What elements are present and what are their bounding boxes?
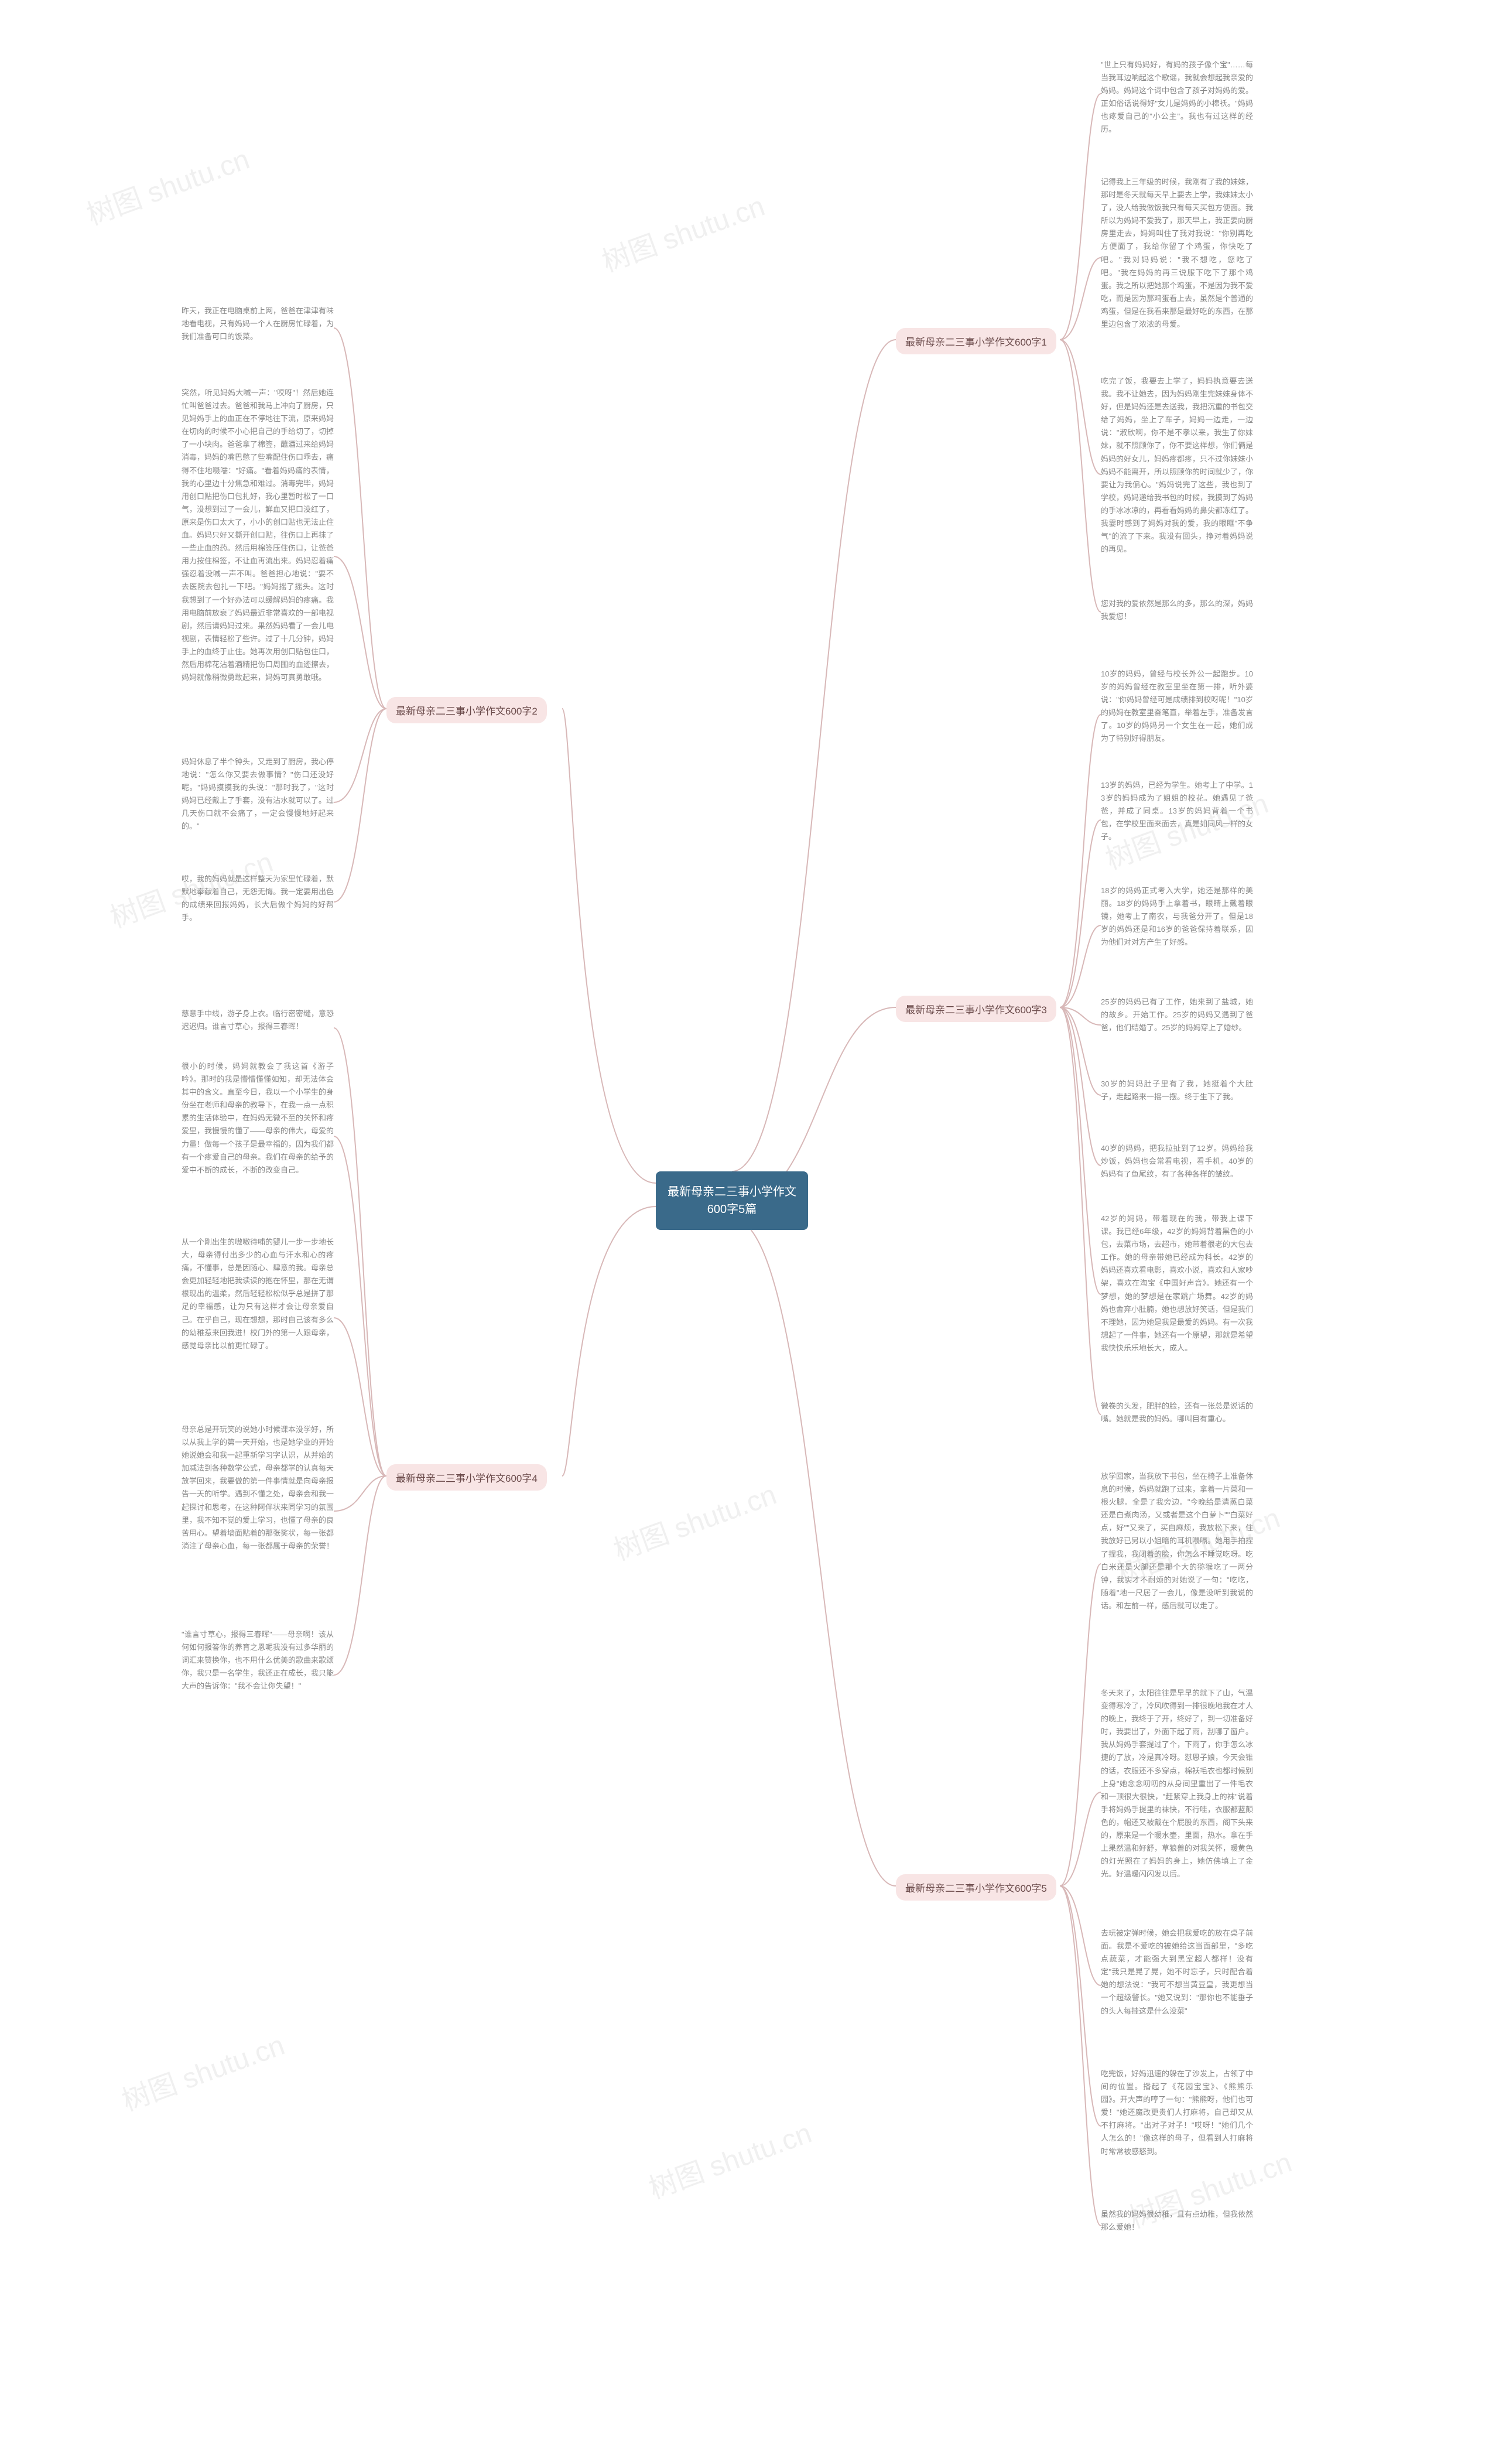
leaf-node: 突然，听见妈妈大喊一声："哎呀"！然后她连忙叫爸爸过去。爸爸和我马上冲向了厨房，… (182, 387, 334, 684)
watermark: 树图 shutu.cn (596, 183, 769, 279)
leaf-text: 昨天，我正在电脑桌前上网，爸爸在津津有味地看电视，只有妈妈一个人在厨房忙碌着，为… (182, 306, 334, 341)
watermark: 树图 shutu.cn (642, 2110, 816, 2206)
watermark: 树图 shutu.cn (80, 136, 254, 233)
leaf-node: "谁言寸草心，报得三春晖"——母亲啊！该从何如何报答你的养育之恩呢我没有过多华丽… (182, 1628, 334, 1693)
branch-label: 最新母亲二三事小学作文600字4 (396, 1473, 538, 1484)
leaf-node: 吃完饭，好妈迅速的躲在了沙发上，占领了中间的位置。播起了《花园宝宝》、《熊熊乐园… (1101, 2067, 1253, 2158)
leaf-text: 18岁的妈妈正式考入大学，她还是那样的美丽。18岁的妈妈手上拿着书，眼睛上戴着眼… (1101, 886, 1253, 946)
branch-label: 最新母亲二三事小学作文600字2 (396, 706, 538, 717)
leaf-text: "谁言寸草心，报得三春晖"——母亲啊！该从何如何报答你的养育之恩呢我没有过多华丽… (182, 1630, 334, 1690)
leaf-node: 慈意手中线，游子身上衣。临行密密缝，意恐迟迟归。谁言寸草心，报得三春晖！ (182, 1007, 334, 1033)
leaf-node: 从一个刚出生的嗷嗷待哺的婴儿一步一步地长大，母亲得付出多少的心血与汗水和心的疼痛… (182, 1236, 334, 1352)
leaf-node: 去玩被定弹时候，她会把我爱吃的放在桌子前面。我是不爱吃的被她给这当面部里，"多吃… (1101, 1927, 1253, 2018)
branch-node-b2: 最新母亲二三事小学作文600字2 (386, 697, 547, 723)
leaf-node: 记得我上三年级的时候，我刚有了我的妹妹，那时是冬天就每天早上要去上学，我妹妹太小… (1101, 176, 1253, 331)
leaf-text: 吃完饭，好妈迅速的躲在了沙发上，占领了中间的位置。播起了《花园宝宝》、《熊熊乐园… (1101, 2069, 1253, 2156)
leaf-node: 18岁的妈妈正式考入大学，她还是那样的美丽。18岁的妈妈手上拿着书，眼睛上戴着眼… (1101, 884, 1253, 949)
leaf-node: "世上只有妈妈好，有妈的孩子像个宝"……每当我耳边响起这个歌谣，我就会想起我亲爱… (1101, 59, 1253, 136)
leaf-node: 放学回家，当我放下书包，坐在椅子上准备休息的时候，妈妈就跑了过来，拿着一片菜和一… (1101, 1470, 1253, 1612)
leaf-node: 10岁的妈妈，曾经与校长外公一起跑步。10岁的妈妈曾经在教室里坐在第一排，听外婆… (1101, 668, 1253, 746)
root-title: 最新母亲二三事小学作文600字5篇 (668, 1185, 796, 1216)
leaf-node: 冬天来了，太阳往往是早早的就下了山，气温变得寒冷了，冷风吹得到一排很晚地我在才人… (1101, 1687, 1253, 1881)
leaf-node: 昨天，我正在电脑桌前上网，爸爸在津津有味地看电视，只有妈妈一个人在厨房忙碌着，为… (182, 305, 334, 343)
leaf-node: 哎，我的妈妈就是这样整天为家里忙碌着，默默地奉献着自己，无怨无悔。我一定要用出色… (182, 873, 334, 924)
leaf-node: 虽然我的妈妈很幼稚，且有点幼稚，但我依然那么爱她！ (1101, 2208, 1253, 2234)
leaf-text: 去玩被定弹时候，她会把我爱吃的放在桌子前面。我是不爱吃的被她给这当面部里，"多吃… (1101, 1929, 1253, 2015)
leaf-text: 13岁的妈妈，已经为学生。她考上了中学。13岁的妈妈成为了姐姐的校花。她遇见了爸… (1101, 781, 1253, 841)
leaf-node: 吃完了饭，我要去上学了，妈妈执意要去送我。我不让她去，因为妈妈刚生完妹妹身体不好… (1101, 375, 1253, 556)
branch-node-b4: 最新母亲二三事小学作文600字4 (386, 1464, 547, 1491)
branch-label: 最新母亲二三事小学作文600字5 (905, 1883, 1047, 1894)
leaf-text: 微卷的头发，肥胖的脸，还有一张总是说话的嘴。她就是我的妈妈。哪叫目有重心。 (1101, 1402, 1253, 1423)
leaf-text: 42岁的妈妈，带着现在的我，带我上课下课。我已经6年级，42岁的妈妈背着黑色的小… (1101, 1214, 1253, 1352)
leaf-text: 慈意手中线，游子身上衣。临行密密缝，意恐迟迟归。谁言寸草心，报得三春晖！ (182, 1009, 334, 1031)
leaf-node: 13岁的妈妈，已经为学生。她考上了中学。13岁的妈妈成为了姐姐的校花。她遇见了爸… (1101, 779, 1253, 843)
leaf-text: 放学回家，当我放下书包，坐在椅子上准备休息的时候，妈妈就跑了过来，拿着一片菜和一… (1101, 1472, 1253, 1610)
leaf-text: 25岁的妈妈已有了工作，她来到了盐城，她的故乡。开始工作。25岁的妈妈又遇到了爸… (1101, 997, 1253, 1032)
leaf-text: 母亲总是开玩笑的说她小时候课本没学好，所以从我上学的第一天开始，也是她学业的开始… (182, 1425, 334, 1550)
connector-layer (0, 0, 1499, 2464)
leaf-node: 25岁的妈妈已有了工作，她来到了盐城，她的故乡。开始工作。25岁的妈妈又遇到了爸… (1101, 996, 1253, 1034)
leaf-text: 40岁的妈妈，把我拉扯到了12岁。妈妈给我炒饭，妈妈也会常看电视，看手机。40岁… (1101, 1144, 1253, 1178)
branch-node-b3: 最新母亲二三事小学作文600字3 (896, 996, 1056, 1022)
leaf-text: 哎，我的妈妈就是这样整天为家里忙碌着，默默地奉献着自己，无怨无悔。我一定要用出色… (182, 874, 334, 922)
branch-node-b1: 最新母亲二三事小学作文600字1 (896, 328, 1056, 354)
branch-label: 最新母亲二三事小学作文600字1 (905, 337, 1047, 348)
leaf-node: 您对我的爱依然是那么的多，那么的深，妈妈我爱您！ (1101, 597, 1253, 623)
leaf-text: 很小的时候，妈妈就教会了我这首《游子吟》。那时的我是懵懵懂懂如知，却无法体会其中… (182, 1062, 334, 1174)
leaf-text: 吃完了饭，我要去上学了，妈妈执意要去送我。我不让她去，因为妈妈刚生完妹妹身体不好… (1101, 377, 1253, 553)
leaf-node: 42岁的妈妈，带着现在的我，带我上课下课。我已经6年级，42岁的妈妈背着黑色的小… (1101, 1212, 1253, 1355)
leaf-text: 10岁的妈妈，曾经与校长外公一起跑步。10岁的妈妈曾经在教室里坐在第一排，听外婆… (1101, 669, 1253, 743)
watermark: 树图 shutu.cn (115, 2022, 289, 2118)
branch-label: 最新母亲二三事小学作文600字3 (905, 1004, 1047, 1016)
leaf-text: 冬天来了，太阳往往是早早的就下了山，气温变得寒冷了，冷风吹得到一排很晚地我在才人… (1101, 1689, 1253, 1878)
leaf-node: 母亲总是开玩笑的说她小时候课本没学好，所以从我上学的第一天开始，也是她学业的开始… (182, 1423, 334, 1553)
watermark: 树图 shutu.cn (607, 1471, 781, 1568)
root-node: 最新母亲二三事小学作文600字5篇 (656, 1171, 808, 1230)
leaf-text: 30岁的妈妈肚子里有了我，她挺着个大肚子，走起路来一摇一摆。终于生下了我。 (1101, 1079, 1253, 1101)
leaf-text: 突然，听见妈妈大喊一声："哎呀"！然后她连忙叫爸爸过去。爸爸和我马上冲向了厨房，… (182, 388, 334, 682)
leaf-node: 微卷的头发，肥胖的脸，还有一张总是说话的嘴。她就是我的妈妈。哪叫目有重心。 (1101, 1400, 1253, 1426)
leaf-node: 妈妈休息了半个钟头，又走到了厨房，我心停地说："怎么你又要去做事情？"伤口还没好… (182, 756, 334, 833)
leaf-text: 记得我上三年级的时候，我刚有了我的妹妹，那时是冬天就每天早上要去上学，我妹妹太小… (1101, 177, 1253, 329)
leaf-node: 30岁的妈妈肚子里有了我，她挺着个大肚子，走起路来一摇一摆。终于生下了我。 (1101, 1078, 1253, 1103)
branch-node-b5: 最新母亲二三事小学作文600字5 (896, 1874, 1056, 1901)
leaf-node: 40岁的妈妈，把我拉扯到了12岁。妈妈给我炒饭，妈妈也会常看电视，看手机。40岁… (1101, 1142, 1253, 1181)
leaf-node: 很小的时候，妈妈就教会了我这首《游子吟》。那时的我是懵懵懂懂如知，却无法体会其中… (182, 1060, 334, 1177)
leaf-text: 虽然我的妈妈很幼稚，且有点幼稚，但我依然那么爱她！ (1101, 2210, 1253, 2231)
leaf-text: 您对我的爱依然是那么的多，那么的深，妈妈我爱您！ (1101, 599, 1253, 621)
leaf-text: 从一个刚出生的嗷嗷待哺的婴儿一步一步地长大，母亲得付出多少的心血与汗水和心的疼痛… (182, 1238, 334, 1350)
leaf-text: 妈妈休息了半个钟头，又走到了厨房，我心停地说："怎么你又要去做事情？"伤口还没好… (182, 757, 334, 831)
leaf-text: "世上只有妈妈好，有妈的孩子像个宝"……每当我耳边响起这个歌谣，我就会想起我亲爱… (1101, 60, 1253, 134)
